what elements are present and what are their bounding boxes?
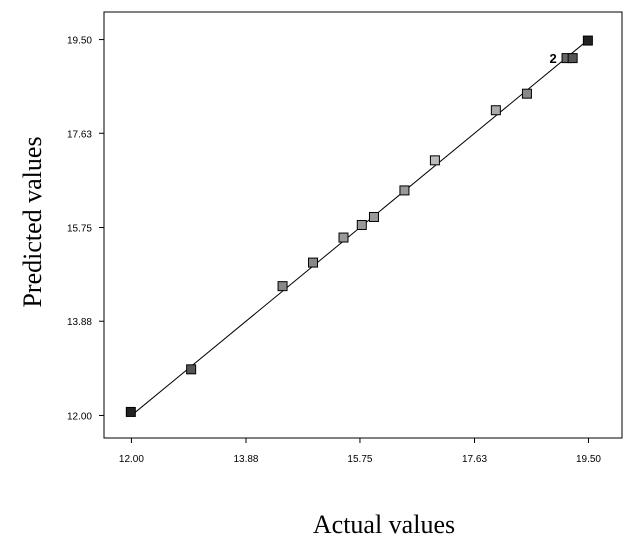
ticks-layer: 12.00 13.88 15.75 17.63 19.50 12.00 13.88 15.75… bbox=[67, 36, 601, 465]
data-point bbox=[429, 155, 440, 166]
x-tick-label: 13.88 bbox=[233, 454, 258, 465]
data-point bbox=[125, 406, 136, 417]
plot-frame bbox=[103, 11, 623, 439]
y-tick-label: 15.75 bbox=[67, 224, 92, 235]
data-point bbox=[582, 35, 593, 46]
data-point bbox=[338, 232, 349, 243]
data-point bbox=[277, 281, 288, 292]
point-count-label: 2 bbox=[550, 51, 557, 66]
x-tick-label: 15.75 bbox=[347, 454, 372, 465]
data-point bbox=[567, 53, 578, 64]
x-tick-label: 12.00 bbox=[119, 454, 144, 465]
data-point bbox=[521, 88, 532, 99]
data-point bbox=[308, 257, 319, 268]
data-point bbox=[356, 220, 367, 230]
data-point bbox=[490, 105, 501, 116]
y-axis-title: Predicted values bbox=[18, 136, 47, 307]
y-tick-label: 12.00 bbox=[67, 411, 92, 422]
y-tick-label: 13.88 bbox=[67, 317, 92, 328]
x-tick-label: 17.63 bbox=[462, 454, 487, 465]
x-tick-label: 19.50 bbox=[576, 454, 601, 465]
y-tick-label: 17.63 bbox=[67, 129, 92, 140]
data-point bbox=[186, 364, 197, 375]
data-point bbox=[368, 211, 379, 222]
y-tick-label: 19.50 bbox=[67, 36, 92, 47]
x-axis-title: Actual values bbox=[313, 510, 455, 538]
points-layer bbox=[125, 35, 593, 417]
annotations-layer: 2 bbox=[550, 51, 557, 66]
data-point bbox=[399, 185, 410, 196]
